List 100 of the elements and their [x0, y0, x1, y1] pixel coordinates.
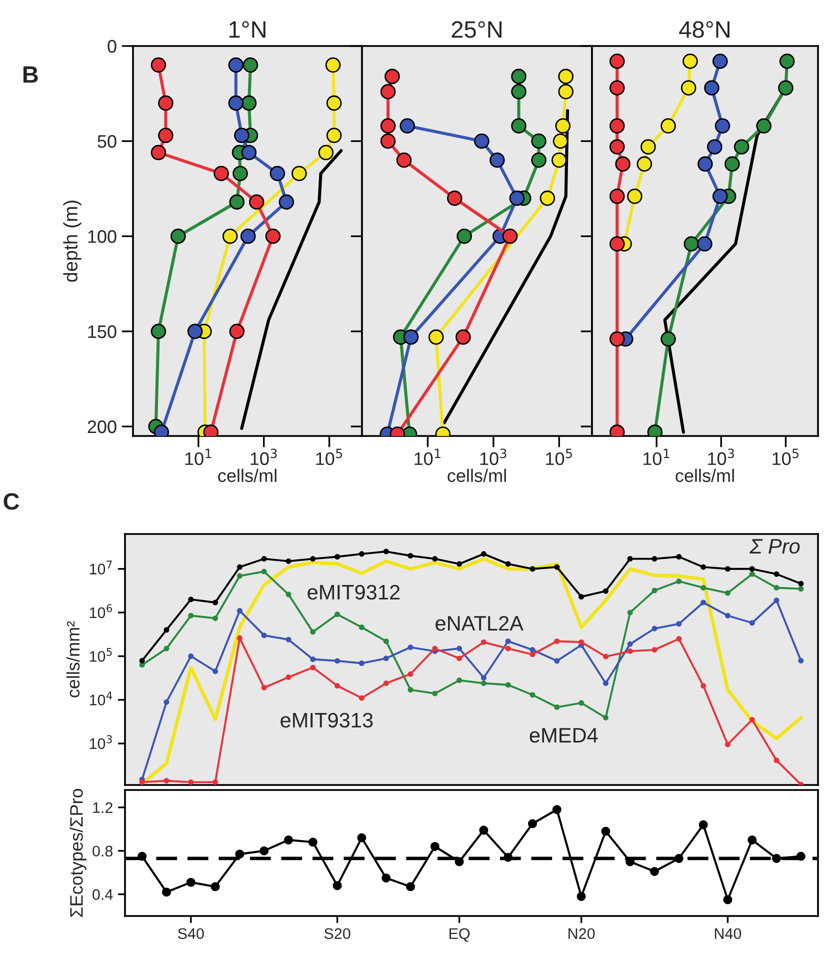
point [286, 558, 292, 564]
point [260, 846, 269, 856]
point [505, 646, 511, 652]
point [505, 638, 511, 644]
point [310, 664, 316, 670]
point [602, 714, 608, 720]
point [700, 600, 706, 606]
point [652, 556, 658, 562]
point [774, 571, 780, 577]
point [554, 704, 560, 710]
point [235, 850, 244, 859]
y-axis-title: ΣEcotypes/ΣPro [70, 788, 86, 917]
point [748, 835, 757, 844]
point [652, 626, 658, 632]
point [530, 566, 536, 572]
y-tick-label: 10$^{6}$ [90, 604, 112, 618]
point [676, 621, 682, 627]
y-tick-label: 10$^{4}$ [90, 692, 112, 706]
point [358, 551, 364, 557]
point [552, 805, 562, 814]
x-tick-label: S20 [324, 928, 350, 940]
point [504, 852, 513, 862]
point [749, 716, 755, 723]
y-tick-label: 150 [88, 325, 116, 338]
x-tick-label: N40 [714, 928, 742, 940]
point [261, 568, 267, 574]
point [334, 612, 340, 618]
point [139, 658, 145, 664]
point [308, 838, 318, 847]
point [602, 680, 608, 686]
point [627, 648, 633, 654]
point [408, 671, 414, 677]
point [578, 700, 584, 706]
point [432, 556, 438, 562]
x-tick-label: 10$^{5}$ [546, 448, 572, 466]
point [480, 680, 486, 686]
point [138, 852, 147, 861]
y-tick-label: 10$^{5}$ [90, 648, 112, 662]
point [383, 680, 389, 686]
y-tick-label: 200 [88, 420, 116, 434]
point [700, 683, 706, 689]
point [406, 882, 416, 892]
point [408, 552, 414, 559]
point [382, 873, 391, 882]
point [383, 656, 389, 662]
y-tick-label: 100 [88, 230, 116, 243]
text: C [4, 493, 20, 510]
chart-title: 25°N [452, 21, 502, 38]
point [674, 854, 684, 863]
point [480, 639, 486, 645]
point [528, 819, 538, 828]
annotation: eMIT9312 [308, 584, 400, 600]
point [749, 620, 755, 626]
point [676, 636, 682, 642]
annotation: Σ Pro [750, 539, 800, 554]
point [480, 551, 486, 557]
x-tick-label: 10$^{5}$ [772, 448, 798, 466]
point [798, 580, 804, 586]
x-tick-label: EQ [450, 928, 470, 942]
point [432, 690, 438, 696]
x-tick-label: 10$^{1}$ [185, 448, 212, 466]
point [700, 584, 706, 591]
point [212, 615, 218, 622]
x-axis-title: cells/ml [448, 468, 506, 482]
point [749, 571, 755, 577]
point [357, 833, 366, 842]
point [164, 627, 170, 633]
point [724, 612, 730, 618]
point [430, 842, 440, 851]
point [652, 588, 658, 594]
point [456, 678, 462, 684]
point [798, 586, 804, 592]
point [164, 646, 170, 652]
point [505, 682, 511, 688]
point [236, 573, 242, 579]
x-tick-label: N20 [568, 928, 595, 940]
point [700, 564, 706, 570]
point [602, 588, 608, 594]
point [627, 610, 633, 616]
y-axis-title: cells/mm² [66, 621, 80, 698]
point [749, 566, 755, 572]
point [164, 699, 170, 705]
point [186, 878, 196, 887]
point [334, 554, 340, 560]
y-tick-label: 1.2 [93, 802, 112, 813]
point [627, 641, 633, 647]
point [652, 647, 658, 653]
point [774, 598, 780, 604]
point [212, 779, 218, 785]
text: B [23, 66, 38, 83]
x-axis-title: cells/ml [676, 468, 734, 482]
point [602, 654, 608, 660]
point [261, 684, 267, 690]
point [601, 826, 610, 836]
y-tick-label: 10$^{3}$ [90, 735, 112, 750]
point [432, 646, 438, 652]
point [358, 624, 364, 630]
point [358, 695, 364, 701]
point [212, 668, 218, 674]
point [188, 612, 194, 618]
